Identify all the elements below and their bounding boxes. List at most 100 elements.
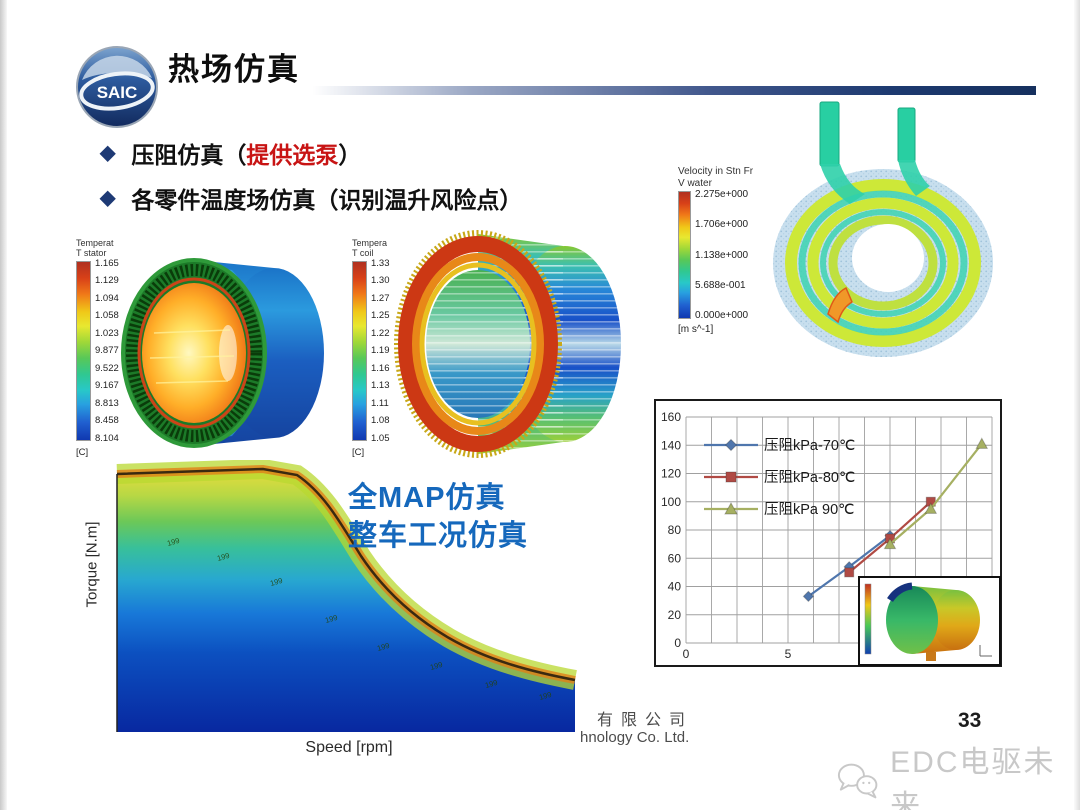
colorbar-tick-label: 1.33 [371,257,390,269]
colorbar-tick-label: 1.30 [371,275,390,287]
jacket-hotspot [827,286,853,324]
bullet-1-highlight: 提供选泵 [246,142,339,168]
watermark-text: EDC电驱未来 [890,746,1056,810]
map-annotation-line2: 整车工况仿真 [348,519,529,552]
inset-motor-svg [864,582,992,661]
map-field [117,469,575,732]
stator-colorbar-labels: 1.165 1.129 1.094 1.058 1.023 9.877 9.522 9.167… [95,258,119,444]
inset-motor-face [886,586,938,654]
coil-bore-stripes [426,270,530,418]
line-chart-canvas: 0 20 40 60 80 100 120 140 160 0 5 压阻kPa-70℃ 压阻kPa-80… [661,410,993,661]
colorbar-tick-label: 1.13 [371,380,390,392]
contour-label: 199 [166,536,181,548]
coil-warm-ring [412,253,544,435]
coil-colorbar-gradient [352,260,367,441]
inset-axis-triad [979,645,992,657]
title-underline-bar [312,86,1036,95]
inset-colorbar [864,583,872,655]
data-point-square [844,567,855,578]
jacket-channel-band [807,197,959,329]
stator-bore-windings [142,283,246,423]
inset-motor-cap [932,590,980,650]
y-tick-label: 60 [668,551,682,565]
winding-streak [149,355,235,359]
colorbar-tick-label: 1.27 [371,292,390,304]
coil-colorbar: Tempera T coil 1.33 1.30 1.27 1.25 1.22 1.19 1… [352,238,390,458]
contour-label: 199 [216,551,231,563]
contour-label: 199 [429,660,444,672]
colorbar-tick-label: 1.22 [371,327,390,339]
contour-label: 199 [269,576,284,588]
colorbar-tick-label: 1.023 [95,327,119,339]
logo-text: SAIC [97,83,138,102]
pressure-drop-chart: 0 20 40 60 80 100 120 140 160 0 5 压阻kPa-70℃ 压阻kPa-80… [654,399,1002,667]
saic-logo: SAIC [76,46,158,128]
legend-label: 压阻kPa-70℃ [764,437,855,454]
map-annotation-line1: 全MAP仿真 [348,482,506,514]
data-point-triangle [883,537,897,550]
logo-swoosh [79,71,155,111]
stator-hot-ring [137,277,251,429]
colorbar-tick-label: 9.522 [95,362,119,374]
map-limit-curve [116,467,576,682]
bullet-1-pre: 压阻仿真（ [131,142,247,168]
bullet-2-text: 各零件温度场仿真（识别温升风险点） [131,187,523,213]
chat-bubbles-icon [837,763,878,799]
velocity-colorbar-gradient [678,191,691,319]
data-point-square [725,471,737,483]
jacket-outlet-flow [898,160,930,196]
contour-label: 199 [538,690,553,702]
y-tick-label: 140 [661,438,681,452]
winding-streak [155,380,229,384]
torque-speed-map: 199 199 199 199 199 199 199 199 [116,460,577,732]
y-tick-label: 40 [668,580,682,594]
colorbar-tick-label: 5.688e-001 [695,279,746,291]
stator-temperature-render [121,258,324,448]
jacket-teal-band [820,209,946,317]
data-point-diamond [802,590,815,603]
jacket-channel-band [785,179,981,347]
bullet-1-text: 压阻仿真（提供选泵） [131,136,361,170]
stator-colorbar-unit: [C] [76,446,89,458]
water-jacket-velocity-render [773,101,993,357]
velocity-colorbar-labels: 2.275e+000 1.706e+000 1.138e+000 5.688e-001… [695,189,748,321]
y-tick-label: 0 [674,636,681,650]
stator-colorbar: Temperat T stator 1.165 1.129 1.094 1.058 1.… [76,238,119,458]
series-line [889,443,983,545]
coil-colorbar-subtitle: T coil [352,248,374,259]
footer-company-en: hnology Co. Ltd. [580,729,690,746]
watermark: EDC电驱未来 [836,737,1080,810]
data-point-triangle [975,437,989,449]
data-point-diamond [724,438,738,452]
y-tick-label: 80 [668,523,682,537]
colorbar-tick-label: 1.08 [371,415,390,427]
coil-colorbar-unit: [C] [352,446,365,458]
jacket-teal-band [798,190,968,336]
colorbar-tick-label: 1.25 [371,310,390,322]
legend-label: 压阻kPa-80℃ [764,469,855,486]
stator-colorbar-title: Temperat [76,238,114,248]
photo-edge-right [1074,0,1080,810]
contour-label: 199 [484,678,499,690]
diamond-bullet-icon: ◆ [100,142,116,164]
colorbar-tick-label: 9.167 [95,380,119,392]
colorbar-tick-label: 1.094 [95,292,119,304]
x-tick-label: 0 [683,647,690,661]
colorbar-tick-label: 1.138e+000 [695,249,749,261]
map-annotation: 全MAP仿真 整车工况仿真 [348,480,528,555]
colorbar-tick-label: 1.129 [95,275,119,287]
map-y-axis-label: Torque [N.m] [83,521,101,608]
velocity-colorbar: Velocity in Stn Fr V water 2.275e+000 1.7… [678,166,753,335]
legend-label: 压阻kPa 90℃ [764,501,854,518]
colorbar-tick-label: 2.275e+000 [695,189,749,200]
colorbar-tick-label: 8.813 [95,397,119,409]
coil-colorbar-title: Tempera [352,238,388,248]
colorbar-tick-label: 8.104 [95,432,119,444]
stator-colorbar-subtitle: T stator [76,248,107,259]
bullet-1-post: ） [338,142,362,168]
outlet-pipe [897,107,916,163]
page-number: 33 [958,709,982,732]
colorbar-tick-label: 8.458 [95,415,119,427]
stator-teeth [126,264,262,442]
